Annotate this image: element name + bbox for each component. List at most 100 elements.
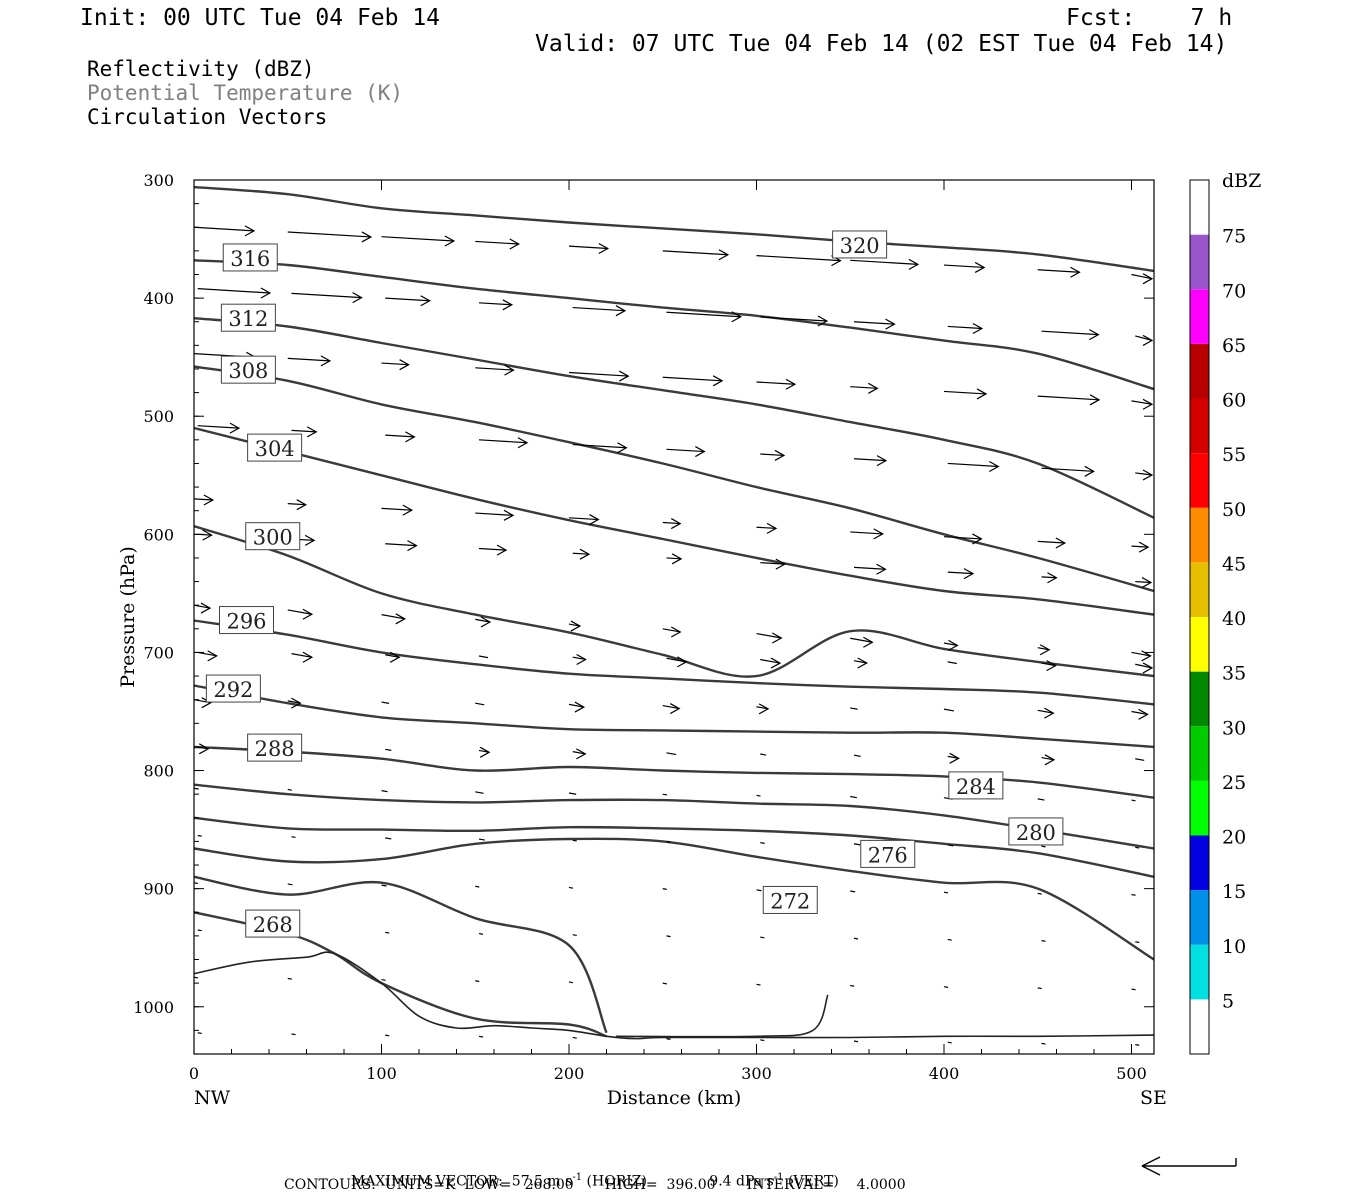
- vector-arrow-head: [972, 322, 984, 335]
- contour-line-272: [193, 875, 608, 1034]
- vector-arrow: [287, 977, 292, 980]
- vector-arrow-head: [963, 568, 975, 580]
- vector-arrow: [850, 386, 878, 389]
- vector-arrow-head: [1044, 707, 1055, 719]
- contour-label-box: [220, 303, 276, 332]
- vector-arrow-head: [1142, 469, 1154, 481]
- vector-arrow: [756, 889, 762, 892]
- vector-arrow: [478, 302, 512, 306]
- vector-arrow-head: [718, 249, 730, 261]
- vector-arrow: [287, 883, 293, 886]
- vector-arrow-head: [785, 378, 797, 390]
- circulation-vectors: [193, 225, 1154, 1046]
- vector-arrow: [760, 1039, 765, 1042]
- vector-arrow-head: [207, 650, 218, 662]
- vector-arrow-head: [200, 602, 212, 614]
- vector-arrow: [568, 517, 599, 521]
- contour-labels: 320 316 312 308 304 300 296 292 288 284 280 276 272 2…: [205, 230, 1064, 938]
- vector-arrow: [662, 888, 667, 890]
- vector-arrow: [197, 834, 202, 837]
- vector-arrow-head: [1138, 541, 1150, 553]
- vector-arrow-head: [203, 494, 215, 506]
- vector-arrow-head: [244, 225, 256, 237]
- vector-arrow: [666, 840, 671, 843]
- vector-arrow: [1041, 1042, 1046, 1045]
- vector-arrow: [1037, 709, 1054, 714]
- reference-vector-icon: [1141, 1156, 1237, 1176]
- colorbar-segment: [1190, 562, 1209, 617]
- colorbar-tick-label: 15: [1222, 881, 1246, 903]
- vector-arrow: [475, 980, 480, 983]
- y-tick-label: 1000: [133, 998, 174, 1017]
- reflectivity-colorbar: 5 10 15 20 25 30 35 40 45 50 55 60 65 70 75: [1189, 179, 1246, 1055]
- vector-arrow-head: [1089, 394, 1101, 406]
- vert-value: 9.4 dPa s: [709, 1173, 774, 1190]
- vector-arrow: [381, 507, 412, 511]
- vector-arrow: [947, 325, 982, 330]
- horiz-exponent: -1: [572, 1172, 583, 1183]
- vector-arrow: [385, 434, 415, 438]
- colorbar-tick-label: 45: [1222, 553, 1246, 575]
- vector-arrow-head: [320, 355, 332, 367]
- colorbar-frame: [1189, 179, 1210, 1055]
- horiz-value: 57.5 m s: [511, 1173, 573, 1190]
- vector-arrow-head: [502, 299, 514, 311]
- vector-arrow: [291, 429, 317, 433]
- vector-arrow-head: [766, 522, 778, 534]
- vector-arrow: [947, 661, 957, 665]
- vector-arrow: [572, 839, 577, 842]
- colorbar-segment: [1190, 726, 1209, 781]
- vector-arrow: [1037, 540, 1065, 544]
- colorbar-tick-label: 30: [1222, 717, 1246, 739]
- vector-arrow-head: [695, 446, 706, 458]
- vector-arrow: [475, 885, 480, 888]
- vector-arrow: [943, 642, 958, 646]
- vector-arrow: [1131, 545, 1149, 548]
- vector-arrow: [381, 362, 409, 366]
- vector-arrow: [1135, 472, 1153, 476]
- colorbar-segment: [1190, 780, 1209, 836]
- vector-arrow-head: [670, 626, 682, 638]
- vector-arrow: [666, 657, 687, 663]
- vector-arrow-head: [198, 743, 210, 755]
- vector-arrow-head: [948, 639, 959, 651]
- vector-arrow: [1135, 335, 1153, 342]
- colorbar-segment: [1190, 944, 1209, 1000]
- vector-arrow-head: [407, 540, 418, 552]
- vector-arrow: [291, 653, 313, 658]
- vector-arrow-head: [669, 703, 681, 715]
- vector-arrow: [193, 498, 213, 501]
- vector-arrow: [850, 707, 858, 710]
- vector-arrow: [1041, 576, 1057, 579]
- vector-arrow: [850, 890, 856, 893]
- vector-arrow: [1041, 756, 1055, 761]
- vector-arrow: [287, 788, 292, 791]
- vector-arrow: [756, 632, 782, 639]
- max-vector-line: MAXIMUM VECTOR: 57.5 m s-1 (HORIZ) 9.4 d…: [342, 1159, 839, 1189]
- vector-arrow-head: [876, 455, 888, 467]
- contour-label-280: 280: [1016, 821, 1056, 845]
- contour-label-box: [219, 606, 274, 635]
- contour-label-box: [247, 733, 303, 762]
- vector-arrow: [193, 226, 255, 232]
- vector-arrow-head: [974, 261, 986, 273]
- vector-arrow: [853, 843, 861, 846]
- vector-arrow: [662, 521, 681, 525]
- vector-arrow: [385, 654, 400, 658]
- init-time: Init: 00 UTC Tue 04 Feb 14: [80, 5, 441, 31]
- vector-arrow: [947, 844, 954, 847]
- x-tick-label: 400: [929, 1064, 960, 1083]
- forecast-hour: Fcst: 7 h: [1066, 5, 1233, 31]
- y-tick-label: 500: [143, 407, 174, 426]
- colorbar-segment: [1190, 234, 1209, 290]
- vector-arrow-head: [570, 620, 582, 632]
- vector-arrow: [193, 787, 199, 790]
- theta-contours: [193, 185, 1155, 1040]
- vector-arrow: [662, 793, 668, 796]
- vector-arrow: [1131, 710, 1148, 715]
- vector-arrow-head: [405, 431, 416, 443]
- vector-arrow-head: [949, 752, 960, 764]
- vector-arrow: [1135, 1043, 1140, 1046]
- vector-arrow: [568, 792, 577, 795]
